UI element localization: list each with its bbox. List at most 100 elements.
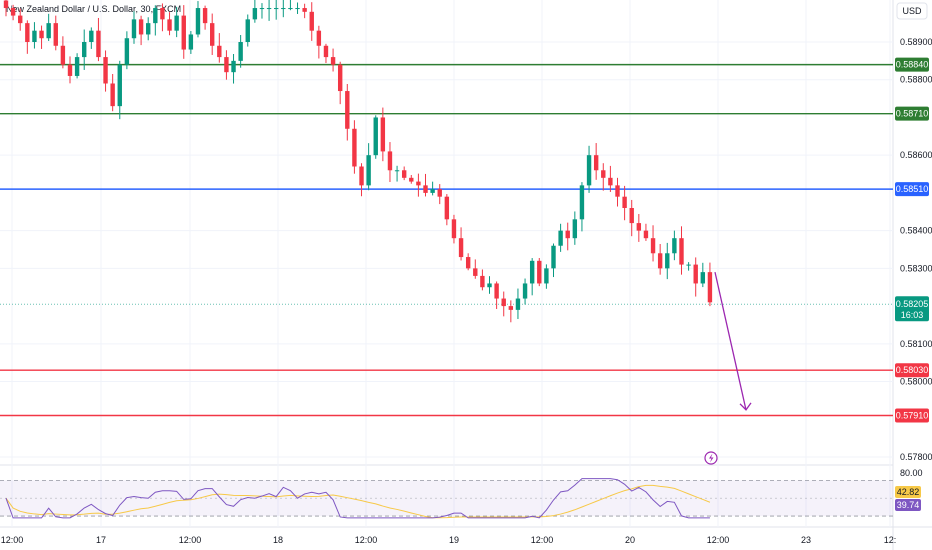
alert-icon[interactable] — [704, 451, 718, 465]
candle-body — [487, 283, 492, 288]
candle — [565, 222, 570, 251]
candle-body — [394, 170, 400, 172]
candle-body — [529, 260, 535, 284]
candle-body — [316, 30, 322, 46]
candle — [323, 43, 329, 64]
candle — [124, 31, 130, 70]
candle — [529, 258, 535, 296]
candle — [3, 0, 9, 17]
candle-body — [380, 117, 386, 152]
candle-body — [266, 8, 272, 10]
candle-body — [281, 8, 286, 10]
candle — [636, 214, 642, 242]
candle — [615, 177, 620, 207]
price-tick: 0.58900 — [900, 37, 932, 47]
candle-body — [494, 283, 499, 299]
candle — [110, 74, 115, 112]
candle — [629, 199, 634, 237]
candle — [32, 22, 37, 49]
candle — [39, 25, 44, 49]
candle-body — [579, 185, 585, 220]
level-tag — [895, 363, 929, 378]
time-tick: 17 — [96, 535, 106, 545]
candle-body — [366, 155, 371, 186]
time-tick: 12:00 — [355, 535, 378, 545]
candle — [224, 50, 229, 80]
candle — [89, 27, 94, 49]
candle — [238, 35, 243, 68]
candle — [53, 15, 58, 51]
candle — [181, 5, 186, 59]
candle-body — [572, 219, 578, 239]
candle-body — [451, 219, 457, 239]
candle — [537, 257, 542, 287]
candle — [188, 31, 194, 54]
candle-body — [53, 23, 58, 46]
candle — [373, 115, 378, 159]
candle — [686, 262, 691, 271]
candle-body — [295, 8, 300, 10]
candle-body — [665, 253, 670, 269]
candle-body — [537, 260, 542, 284]
candle — [10, 4, 16, 21]
time-axis[interactable]: 12:00 17 12:00 18 12:00 19 12:00 20 12:00 23 12: — [1, 535, 897, 545]
candle-body — [124, 38, 130, 65]
candle-body — [160, 8, 165, 20]
candle — [380, 107, 386, 162]
time-tick: 19 — [449, 535, 459, 545]
candle — [281, 0, 286, 18]
candle — [522, 278, 528, 305]
currency-label: USD — [902, 6, 922, 16]
candle-body — [60, 45, 66, 65]
price-axis[interactable]: 0.58900 0.58800 0.58600 0.58400 0.58300 0.581… — [900, 37, 932, 462]
candle-body — [373, 117, 378, 156]
candle — [195, 1, 201, 38]
candle-body — [302, 8, 307, 12]
candle — [494, 281, 499, 309]
candle — [359, 163, 364, 197]
candle-body — [501, 298, 506, 307]
time-tick: 12:00 — [707, 535, 730, 545]
price-tick: 0.58100 — [900, 339, 932, 349]
level-tag-label: 0.58510 — [896, 184, 929, 194]
candle — [309, 2, 314, 41]
candle-body — [117, 64, 122, 107]
candle — [345, 83, 350, 141]
rsi-tick: 80.00 — [900, 468, 923, 478]
candle — [458, 227, 464, 261]
candle — [330, 48, 336, 72]
candle-body — [39, 30, 44, 39]
candle-body — [10, 8, 16, 16]
projection-arrowhead — [739, 402, 752, 411]
candle — [416, 173, 421, 197]
time-tick: 18 — [273, 535, 283, 545]
candle — [18, 8, 23, 31]
candle-body — [138, 19, 144, 35]
candle-body — [74, 57, 80, 76]
candle — [96, 17, 101, 62]
candle-body — [401, 170, 407, 178]
projection-line — [714, 271, 747, 410]
candle-body — [423, 185, 428, 193]
candle-body — [231, 60, 236, 73]
chart-title: New Zealand Dollar / U.S. Dollar, 30, FX… — [6, 4, 181, 14]
candle-body — [359, 166, 364, 186]
candle — [693, 257, 698, 297]
candle-body — [352, 128, 357, 167]
candle — [394, 165, 400, 182]
candle — [601, 163, 606, 191]
candle — [153, 5, 158, 36]
candle — [593, 143, 599, 180]
horizontal-levels[interactable]: 0.58840 0.58710 0.58510 0.58030 0.57910 0.582… — [0, 57, 929, 423]
candle-body — [629, 208, 634, 224]
candle-body — [181, 15, 186, 50]
candle-body — [210, 23, 215, 46]
candle-body — [515, 298, 521, 310]
currency-button[interactable]: USD — [896, 2, 928, 20]
candles — [3, 0, 713, 323]
candle — [487, 276, 492, 294]
candle-body — [444, 196, 450, 220]
candle — [643, 223, 649, 241]
candle-body — [217, 45, 222, 58]
